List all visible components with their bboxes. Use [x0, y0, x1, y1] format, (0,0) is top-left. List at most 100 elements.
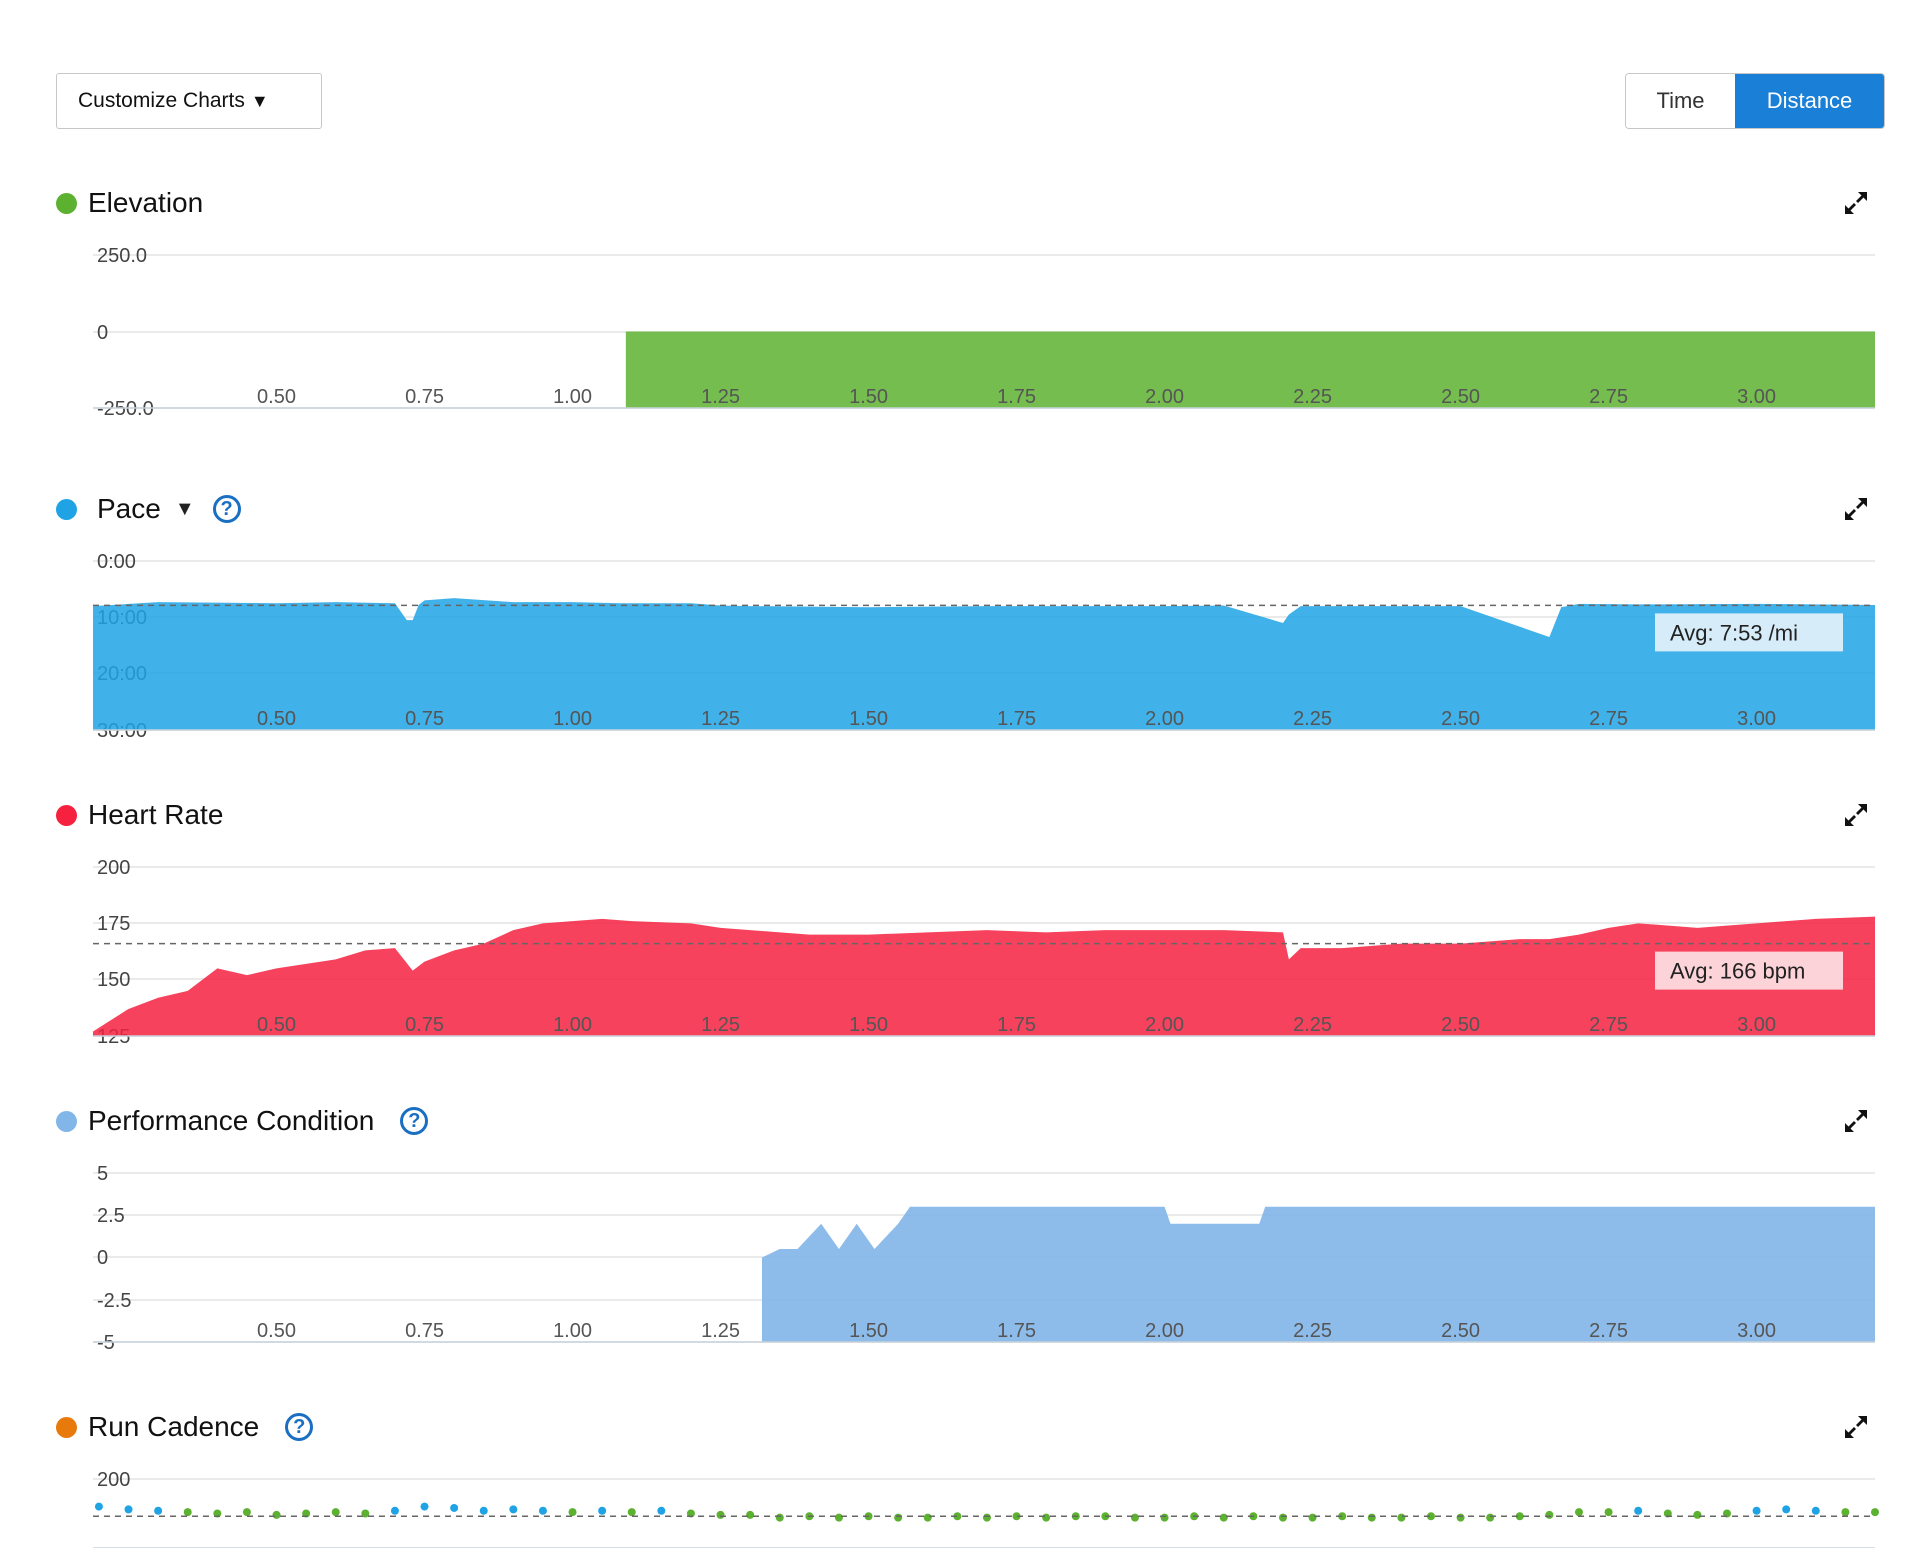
expand-icon[interactable] — [1843, 1414, 1869, 1440]
cadence-point — [1693, 1510, 1702, 1519]
cadence-point — [1426, 1512, 1435, 1521]
x-tick-label: 1.50 — [849, 1014, 888, 1036]
y-tick-label: 250.0 — [97, 245, 147, 267]
x-tick-label: 2.75 — [1589, 1320, 1628, 1342]
cadence-point — [1219, 1513, 1228, 1522]
heart-rate-header: Heart Rate — [56, 795, 223, 835]
elevation-title: Elevation — [88, 187, 204, 218]
cadence-point — [1486, 1513, 1495, 1522]
cadence-point — [894, 1513, 903, 1522]
help-icon[interactable]: ? — [285, 1413, 314, 1441]
run-cadence-legend-dot — [56, 1416, 77, 1438]
cadence-point — [1308, 1513, 1317, 1522]
expand-icon[interactable] — [1843, 496, 1869, 522]
cadence-point — [1338, 1512, 1347, 1521]
x-tick-label: 3.00 — [1737, 1320, 1776, 1342]
cadence-point — [1811, 1506, 1820, 1515]
x-tick-label: 2.75 — [1589, 708, 1628, 730]
cadence-point — [1663, 1509, 1672, 1518]
x-tick-label: 2.25 — [1293, 708, 1332, 730]
cadence-point — [834, 1513, 843, 1522]
cadence-point — [1782, 1505, 1791, 1514]
run-cadence-header: Run Cadence ? — [56, 1407, 314, 1447]
x-tick-label: 2.00 — [1145, 1320, 1184, 1342]
x-tick-label: 0.75 — [405, 386, 444, 408]
cadence-point — [302, 1509, 311, 1518]
elevation-header: Elevation — [56, 183, 203, 223]
cadence-point — [1397, 1513, 1406, 1522]
y-tick-label: 0 — [97, 1247, 108, 1269]
cadence-point — [1456, 1513, 1465, 1522]
x-tick-label: 2.00 — [1145, 708, 1184, 730]
x-tick-label: 1.00 — [553, 708, 592, 730]
expand-icon[interactable] — [1843, 190, 1869, 216]
average-badge — [1655, 951, 1843, 990]
cadence-point — [1278, 1513, 1287, 1522]
pace-legend-dot — [56, 498, 77, 520]
x-tick-label: 2.00 — [1145, 386, 1184, 408]
y-tick-label: -2.5 — [97, 1290, 131, 1312]
heart-rate-title: Heart Rate — [88, 799, 224, 830]
x-tick-label: 1.75 — [997, 1320, 1036, 1342]
cadence-point — [331, 1508, 340, 1517]
x-tick-label: 0.50 — [257, 1014, 296, 1036]
y-tick-label: 175 — [97, 913, 130, 935]
x-tick-label: 1.50 — [849, 708, 888, 730]
performance-condition-header: Performance Condition ? — [56, 1101, 429, 1141]
cadence-point — [1634, 1506, 1643, 1515]
cadence-point — [746, 1510, 755, 1519]
average-label: Avg: 166 bpm — [1670, 959, 1805, 984]
help-icon[interactable]: ? — [400, 1107, 429, 1135]
cadence-point — [242, 1508, 251, 1517]
performance-condition-title: Performance Condition — [88, 1105, 375, 1136]
cadence-point — [94, 1502, 103, 1511]
y-tick-label: -5 — [97, 1332, 115, 1354]
x-tick-label: 2.50 — [1441, 1014, 1480, 1036]
cadence-point — [538, 1506, 547, 1515]
x-tick-label: 2.50 — [1441, 386, 1480, 408]
cadence-point — [1515, 1512, 1524, 1521]
x-tick-label: 1.00 — [553, 386, 592, 408]
x-tick-label: 1.25 — [701, 1014, 740, 1036]
cadence-point — [716, 1510, 725, 1519]
caret-down-icon: ▼ — [250, 90, 269, 111]
cadence-point — [1130, 1513, 1139, 1522]
time-toggle-button[interactable]: Time — [1626, 74, 1735, 128]
elevation-area — [625, 331, 1875, 408]
pace-metric-caret-icon[interactable]: ▼ — [174, 497, 195, 520]
distance-toggle-button[interactable]: Distance — [1735, 74, 1884, 128]
customize-charts-button[interactable]: Customize Charts ▼ — [56, 73, 322, 129]
x-tick-label: 3.00 — [1737, 386, 1776, 408]
y-tick-label: 5 — [97, 1163, 108, 1185]
cadence-point — [982, 1513, 991, 1522]
cadence-point — [154, 1506, 163, 1515]
expand-icon[interactable] — [1843, 802, 1869, 828]
x-tick-label: 0.75 — [405, 1014, 444, 1036]
expand-icon[interactable] — [1843, 1108, 1869, 1134]
help-icon[interactable]: ? — [212, 495, 241, 523]
x-tick-label: 2.25 — [1293, 1320, 1332, 1342]
x-tick-label: 0.50 — [257, 386, 296, 408]
cadence-point — [1160, 1513, 1169, 1522]
cadence-point — [1574, 1508, 1583, 1517]
x-tick-label: 0.50 — [257, 708, 296, 730]
x-tick-label: 2.50 — [1441, 708, 1480, 730]
cadence-point — [213, 1509, 222, 1518]
x-tick-label: 1.00 — [553, 1014, 592, 1036]
y-tick-label: 150 — [97, 969, 130, 991]
cadence-point — [1722, 1509, 1731, 1518]
cadence-point — [361, 1509, 370, 1518]
cadence-point — [272, 1510, 281, 1519]
cadence-point — [183, 1508, 192, 1517]
x-tick-label: 1.50 — [849, 386, 888, 408]
heart-rate-legend-dot — [56, 804, 77, 826]
y-tick-label: 200 — [97, 857, 130, 879]
x-tick-label: 2.50 — [1441, 1320, 1480, 1342]
x-tick-label: 1.75 — [997, 708, 1036, 730]
x-tick-label: 2.25 — [1293, 386, 1332, 408]
run-cadence-title: Run Cadence — [88, 1411, 260, 1442]
x-tick-label: 1.25 — [701, 1320, 740, 1342]
customize-charts-label: Customize Charts — [78, 89, 245, 112]
x-tick-label: 0.75 — [405, 708, 444, 730]
